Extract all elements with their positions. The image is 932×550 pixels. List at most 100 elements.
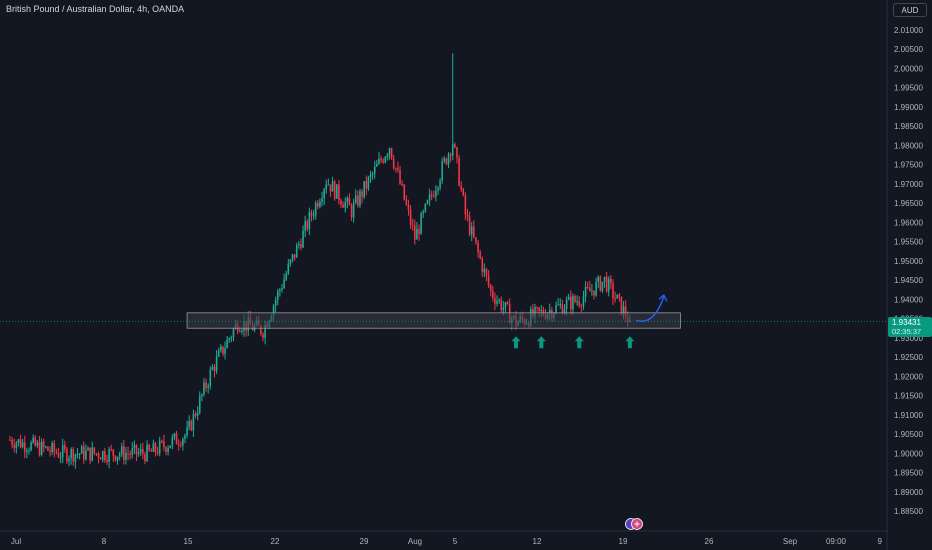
candle-body <box>36 442 39 446</box>
candle-body <box>154 443 157 452</box>
price-tick-label: 1.99000 <box>894 103 923 112</box>
time-tick-label: 5 <box>453 537 458 546</box>
candle-body <box>32 437 34 443</box>
currency-button[interactable]: AUD <box>893 3 927 17</box>
candle-body <box>451 144 454 156</box>
time-axis[interactable]: Jul 8 15 22 29 Aug 5 12 19 26 Sep 09:00 9 <box>11 537 883 546</box>
candle-body <box>534 307 536 317</box>
candle-body <box>441 161 444 181</box>
candle-body <box>13 444 16 449</box>
price-tick-label: 1.97000 <box>894 180 923 189</box>
candle-body <box>97 453 100 458</box>
candle-body <box>338 184 340 201</box>
candle-body <box>201 394 203 397</box>
time-tick-label: Jul <box>11 537 21 546</box>
candle-body <box>395 167 397 169</box>
candle-body <box>108 449 110 462</box>
candle-body <box>470 226 473 235</box>
candle-body <box>226 339 228 349</box>
candle-body <box>454 144 456 148</box>
candle-body <box>504 302 507 308</box>
candle-body <box>582 296 585 307</box>
candle-body <box>279 289 281 292</box>
candle-body <box>588 287 591 292</box>
symbol-title[interactable]: British Pound / Australian Dollar, 4h, O… <box>6 4 185 14</box>
candle-body <box>224 348 226 354</box>
candle-body <box>487 275 490 286</box>
candle-body <box>586 287 589 289</box>
candle-body <box>230 337 233 339</box>
candle-body <box>342 204 344 208</box>
candle-body <box>612 283 614 299</box>
events-icon[interactable] <box>625 518 643 530</box>
candle-body <box>616 294 618 299</box>
candle-body <box>70 449 72 459</box>
candle-body <box>175 433 178 445</box>
time-tick-label: 26 <box>705 537 714 546</box>
projection-arrowhead-icon <box>658 294 668 302</box>
candle-body <box>584 287 587 297</box>
price-axis[interactable]: 2.01000 2.00500 2.00000 1.99500 1.99000 1.985… <box>894 26 923 516</box>
candle-body <box>593 290 595 296</box>
candle-body <box>17 439 20 444</box>
candle-body <box>559 304 562 306</box>
up-arrow-icon <box>536 336 546 349</box>
candle-body <box>220 346 222 351</box>
candle-body <box>340 200 342 205</box>
candle-body <box>211 366 214 370</box>
candle-body <box>260 325 262 334</box>
candle-body <box>540 310 543 312</box>
candle-body <box>460 185 462 189</box>
candle-body <box>158 440 161 454</box>
price-tick-label: 1.91500 <box>894 392 923 401</box>
candle-body <box>291 254 294 260</box>
candle-body <box>605 276 608 292</box>
candle-body <box>173 433 176 438</box>
candle-body <box>479 251 481 259</box>
support-zone[interactable] <box>186 312 681 329</box>
candle-body <box>567 296 570 300</box>
candle-body <box>30 442 32 451</box>
candle-body <box>371 173 374 175</box>
candle-body <box>55 451 58 454</box>
candle-body <box>53 443 56 452</box>
candle-body <box>462 188 465 196</box>
candle-body <box>483 268 486 273</box>
candle-body <box>378 158 380 165</box>
price-tick-label: 1.98000 <box>894 141 923 150</box>
candle-body <box>506 302 509 304</box>
candle-body <box>561 304 564 314</box>
candle-body <box>548 309 551 314</box>
candle-body <box>607 278 610 292</box>
candle-body <box>68 458 70 462</box>
candle-body <box>283 279 285 289</box>
candle-body <box>89 447 91 461</box>
candle-body <box>192 413 195 431</box>
candle-body <box>161 440 163 442</box>
candle-body <box>473 226 475 238</box>
candle-body <box>179 444 182 446</box>
time-tick-label: 09:00 <box>826 537 847 546</box>
candle-body <box>40 441 43 455</box>
projection-layer <box>635 294 668 322</box>
candle-body <box>49 450 51 452</box>
candle-body <box>207 386 209 388</box>
candle-body <box>304 221 306 231</box>
candle-body <box>359 191 361 206</box>
candle-body <box>439 180 441 188</box>
candle-body <box>95 453 98 455</box>
candle-body <box>47 446 49 451</box>
time-tick-label: 29 <box>360 537 369 546</box>
candle-body <box>198 396 201 413</box>
candle-body <box>618 294 621 297</box>
candle-body <box>135 444 138 455</box>
candle-body <box>610 278 612 284</box>
candle-body <box>74 454 77 462</box>
candle-body <box>329 184 332 192</box>
candle-body <box>182 438 184 446</box>
candle-body <box>591 290 593 292</box>
candle-body <box>106 460 108 462</box>
candle-body <box>312 215 315 217</box>
time-tick-label: Aug <box>408 537 422 546</box>
